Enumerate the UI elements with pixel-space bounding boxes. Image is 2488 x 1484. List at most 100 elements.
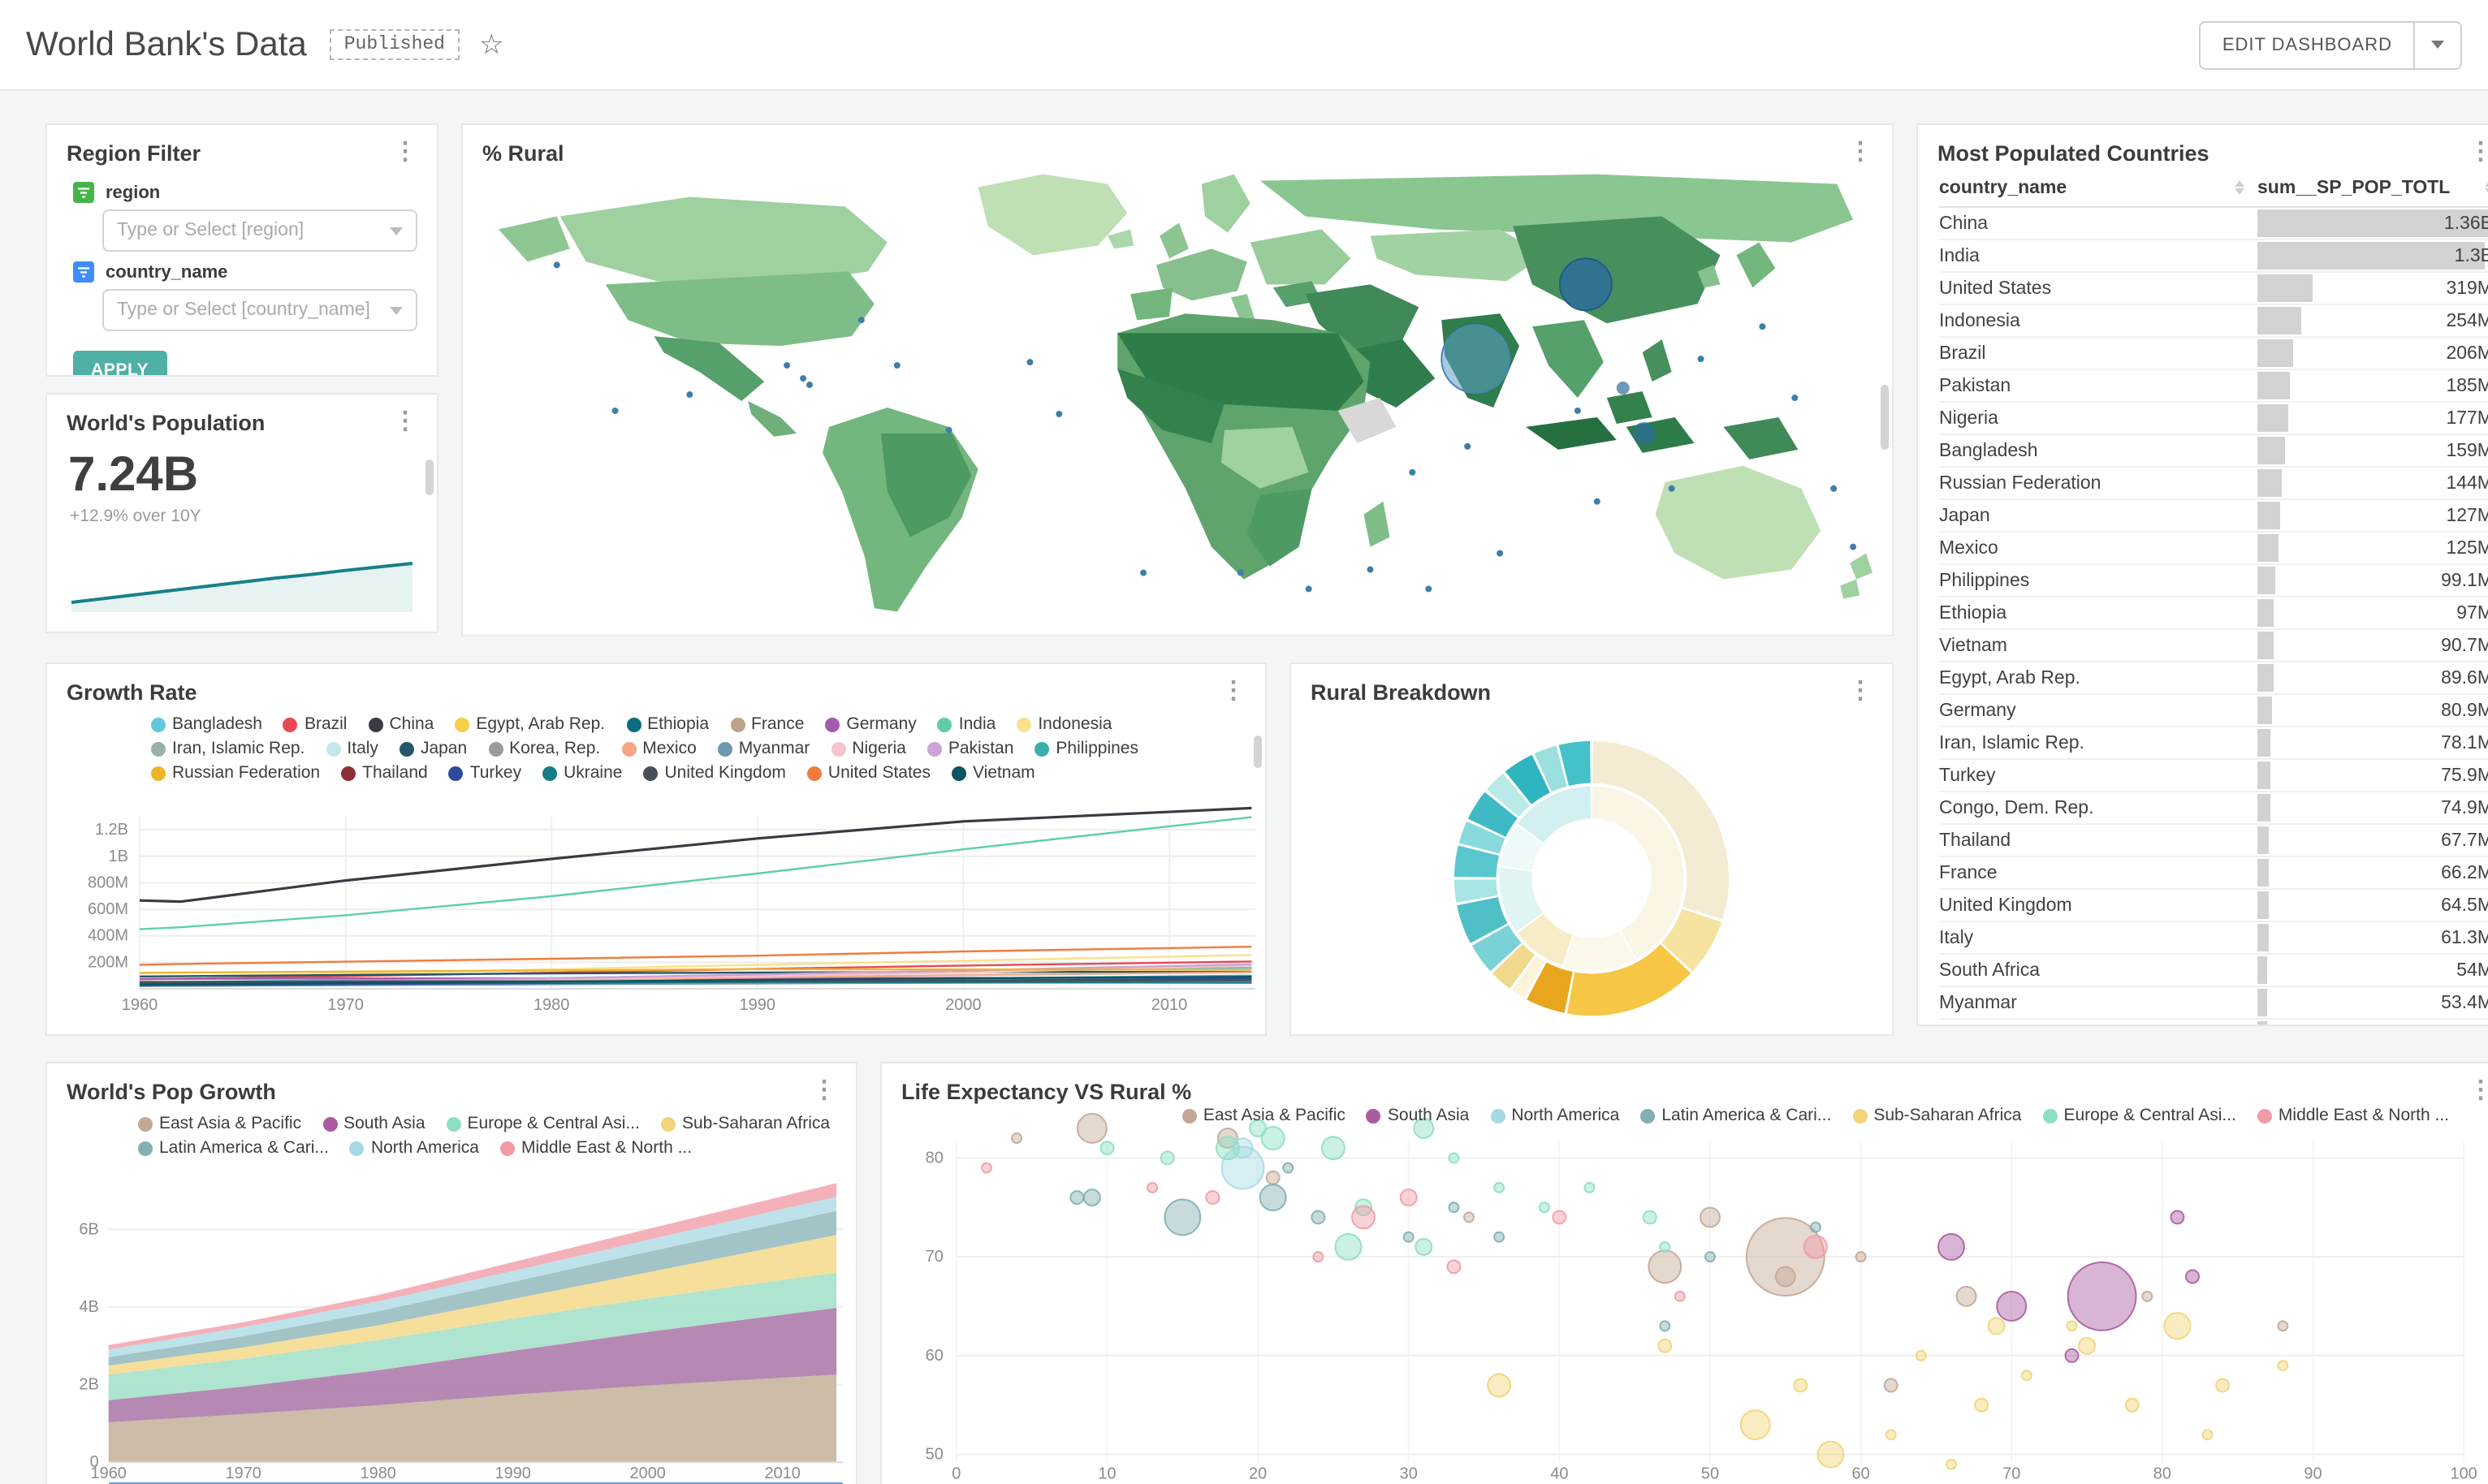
donut-segment[interactable] [1512,956,1545,999]
scatter-bubble[interactable] [2124,1397,2140,1413]
scatter-bubble[interactable] [1552,1210,1567,1225]
donut-segment[interactable] [1467,792,1518,838]
scatter-bubble[interactable] [1493,1231,1505,1243]
donut-segment[interactable] [1471,924,1523,972]
scatter-bubble[interactable] [1657,1338,1673,1353]
published-badge[interactable]: Published [329,29,460,60]
kebab-menu-icon[interactable]: ⋮ [393,138,417,166]
scatter-bubble[interactable] [1803,1234,1828,1259]
legend-item[interactable]: Brazil [283,714,347,734]
scatter-bubble[interactable] [1915,1349,1927,1361]
scatter-bubble[interactable] [2020,1370,2032,1382]
scatter-bubble[interactable] [1739,1409,1771,1441]
legend-item[interactable]: France [730,714,804,734]
scatter-bubble[interactable] [1351,1205,1376,1230]
donut-segment[interactable] [1563,930,1635,971]
legend-item[interactable]: Korea, Rep. [488,739,600,758]
scatter-bubble[interactable] [1249,1119,1268,1137]
scrollbar-thumb[interactable] [1254,736,1262,768]
map-bubble-india[interactable] [1441,324,1511,395]
legend-item[interactable]: Ethiopia [626,714,709,734]
table-row[interactable]: Iran, Islamic Rep. 78.1M [1939,727,2488,760]
scrollbar-thumb[interactable] [425,459,434,495]
table-row[interactable]: France 66.2M [1939,856,2488,890]
scatter-bubble[interactable] [1955,1285,1977,1307]
legend-item[interactable]: Philippines [1035,739,1138,758]
scatter-bubble[interactable] [2064,1348,2080,1363]
table-row[interactable]: Italy 61.3M [1939,921,2488,955]
scatter-bubble[interactable] [1648,1249,1682,1284]
scatter-bubble[interactable] [1011,1132,1023,1145]
scatter-bubble[interactable] [1334,1232,1363,1261]
edit-dashboard-caret-button[interactable] [2413,20,2462,69]
table-row[interactable]: Philippines 99.1M [1939,564,2488,597]
legend-item[interactable]: South Asia [322,1114,425,1133]
legend-item[interactable]: Turkey [448,763,521,783]
table-row[interactable]: United States319M [1939,272,2488,305]
apply-button[interactable]: APPLY [73,351,167,375]
legend-item[interactable]: Latin America & Cari... [138,1138,329,1158]
table-row[interactable]: Vietnam 90.7M [1939,629,2488,662]
table-row[interactable]: Thailand 67.7M [1939,824,2488,857]
legend-item[interactable]: Myanmar [717,739,810,758]
scatter-bubble[interactable] [1082,1188,1101,1207]
donut-segment[interactable] [1500,825,1544,871]
world-map-choropleth[interactable] [463,170,1892,635]
donut-segment[interactable] [1518,786,1592,843]
scatter-bubble[interactable] [1265,1170,1281,1185]
donut-segment[interactable] [1527,962,1574,1013]
scatter-bubble[interactable] [1415,1237,1433,1256]
donut-segment[interactable] [1518,913,1574,966]
kebab-menu-icon[interactable]: ⋮ [393,408,417,435]
scatter-bubble[interactable] [2170,1210,2185,1225]
table-row[interactable]: Myanmar 53.4M [1939,986,2488,1020]
donut-segment[interactable] [1453,845,1500,878]
legend-item[interactable]: India [937,714,996,734]
scatter-bubble[interactable] [1809,1221,1821,1233]
scatter-bubble[interactable] [1312,1251,1324,1263]
donut-segment[interactable] [1499,867,1544,932]
scatter-bubble[interactable] [1354,1198,1372,1217]
donut-segment[interactable] [1458,821,1505,854]
map-bubble[interactable] [1616,382,1630,395]
scatter-bubble[interactable] [2163,1312,2192,1340]
scatter-bubble[interactable] [2066,1320,2078,1332]
donut-segment[interactable] [1661,908,1722,972]
scatter-bubble[interactable] [1642,1210,1657,1225]
legend-item[interactable]: North America [349,1138,479,1158]
legend-item[interactable]: Europe & Central Asi... [446,1114,640,1133]
table-row[interactable]: Congo, Dem. Rep. 74.9M [1939,792,2488,825]
scatter-bubble[interactable] [1745,1217,1825,1297]
scatter-bubble[interactable] [1282,1162,1294,1174]
scatter-bubble[interactable] [2277,1320,2289,1332]
table-row[interactable]: Russian Federation144M [1939,467,2488,500]
scrollbar-thumb[interactable] [1881,385,1889,450]
column-header-country[interactable]: country_name [1939,172,2257,208]
table-row[interactable]: Egypt, Arab Rep. 89.6M [1939,662,2488,695]
legend-item[interactable]: Vietnam [952,763,1035,783]
legend-item[interactable]: China [368,714,434,734]
table-row[interactable]: Tanzania51.8M [1939,1019,2488,1025]
scatter-bubble[interactable] [1164,1198,1202,1236]
legend-item[interactable]: East Asia & Pacific [1181,1106,1346,1125]
donut-segment[interactable] [1558,740,1592,787]
donut-segment[interactable] [1486,773,1531,817]
favorite-star-icon[interactable]: ☆ [479,28,504,59]
table-row[interactable]: Indonesia254M [1939,304,2488,338]
scatter-bubble[interactable] [1793,1378,1808,1393]
edit-dashboard-button[interactable]: EDIT DASHBOARD [2199,20,2415,69]
donut-segment[interactable] [1453,878,1498,903]
map-bubble-china[interactable] [1558,257,1613,312]
scatter-bubble[interactable] [1446,1259,1462,1275]
table-row[interactable]: Turkey 75.9M [1939,759,2488,792]
legend-item[interactable]: Middle East & North ... [2257,1106,2449,1125]
legend-item[interactable]: South Asia [1366,1106,1469,1125]
scatter-bubble[interactable] [1774,1266,1796,1288]
scatter-bubble[interactable] [1215,1136,1240,1161]
scatter-bubble[interactable] [2078,1336,2097,1355]
scatter-bubble[interactable] [1260,1126,1285,1150]
scatter-bubble[interactable] [1402,1231,1415,1243]
kebab-menu-icon[interactable]: ⋮ [1848,677,1872,705]
scatter-bubble[interactable] [1462,1211,1475,1223]
